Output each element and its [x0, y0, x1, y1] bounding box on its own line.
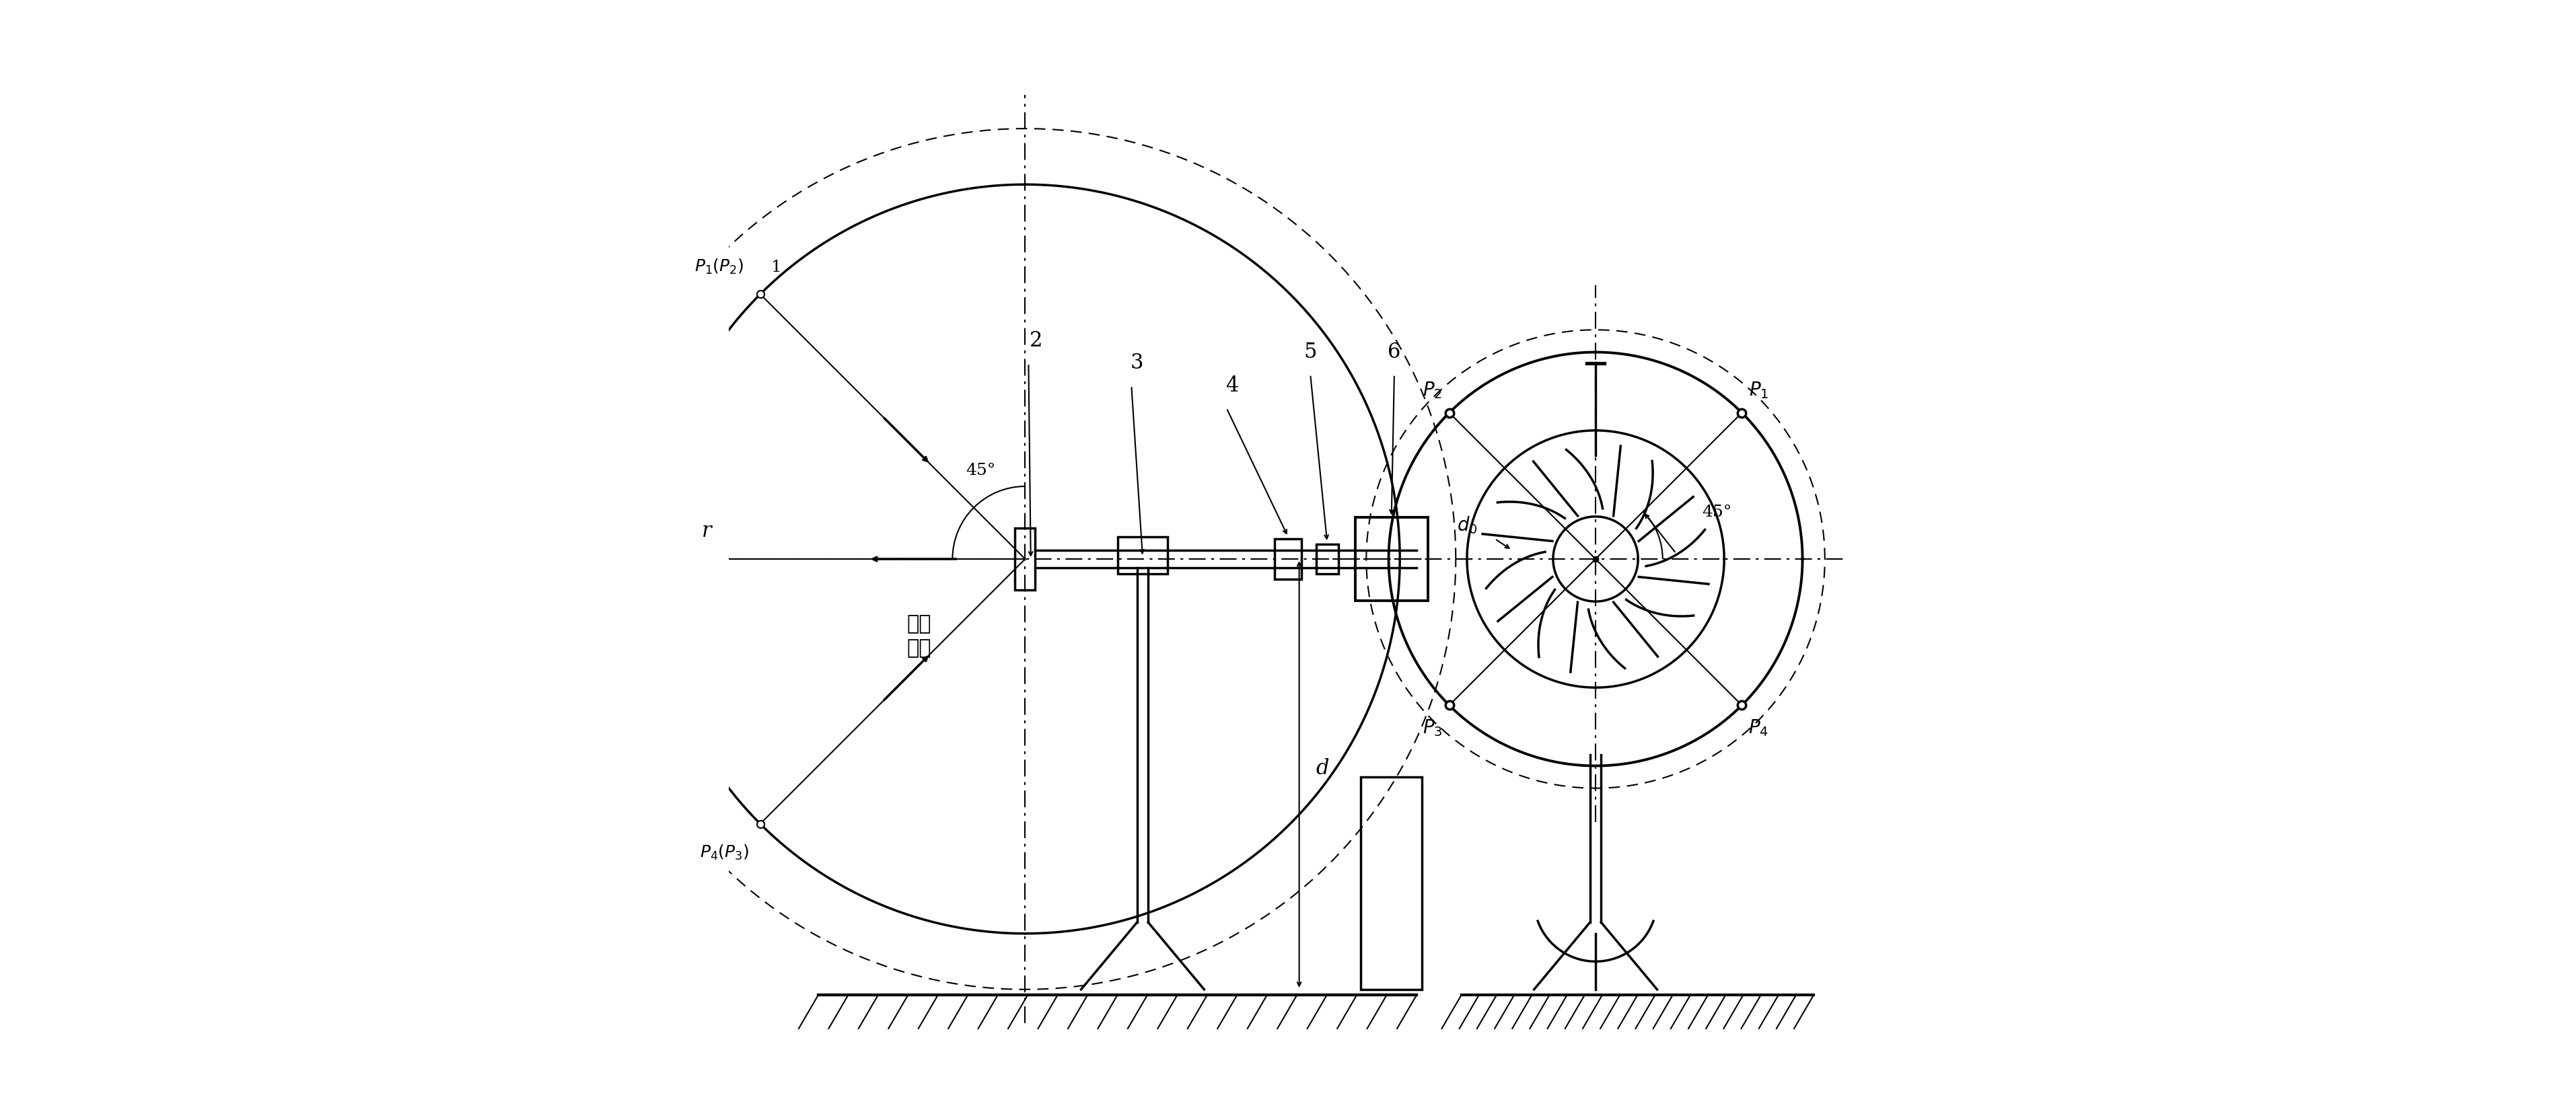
Text: $P_4(P_3)$: $P_4(P_3)$ [701, 843, 750, 862]
Bar [1015, 529, 1036, 590]
Text: $P_1(P_2)$: $P_1(P_2)$ [693, 257, 744, 276]
Text: 45°: 45° [966, 463, 994, 479]
Text: 2: 2 [1030, 331, 1043, 351]
Bar [1275, 539, 1301, 579]
Text: 5: 5 [1303, 342, 1316, 362]
Text: 气流
方向: 气流 方向 [907, 614, 930, 659]
Text: $P_4$: $P_4$ [1749, 718, 1770, 738]
Text: $d_0$: $d_0$ [1455, 515, 1476, 536]
Text: $P_2$: $P_2$ [1422, 380, 1443, 400]
Bar [1118, 537, 1167, 574]
Text: r: r [701, 521, 711, 541]
Text: d: d [1316, 758, 1329, 779]
Text: 1: 1 [770, 259, 783, 275]
Text: 4: 4 [1226, 376, 1239, 396]
Bar [1316, 544, 1340, 574]
Text: 3: 3 [1131, 353, 1144, 373]
Text: $P_3$: $P_3$ [1422, 718, 1443, 738]
Bar [1355, 517, 1427, 600]
Text: 6: 6 [1388, 342, 1401, 362]
Text: 45°: 45° [1703, 504, 1731, 520]
Text: $P_1$: $P_1$ [1749, 380, 1770, 400]
Bar [1360, 777, 1422, 989]
